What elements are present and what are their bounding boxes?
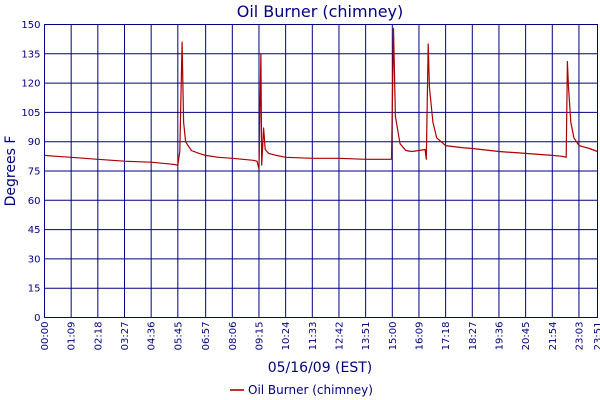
series-line-0 <box>44 27 598 170</box>
x-tick-label: 05:45 <box>173 322 184 351</box>
x-tick-label: 12:42 <box>334 322 345 351</box>
y-tick-label: 90 <box>28 137 41 148</box>
chart-title: Oil Burner (chimney) <box>237 2 404 21</box>
x-tick-label: 21:54 <box>548 322 559 351</box>
x-tick-label: 10:24 <box>281 322 292 351</box>
y-tick-label: 120 <box>21 79 40 90</box>
y-tick-label: 0 <box>34 313 40 324</box>
y-tick-label: 105 <box>21 108 40 119</box>
x-tick-label: 03:27 <box>120 322 131 351</box>
x-tick-label: 16:09 <box>414 322 425 351</box>
x-tick-label: 20:45 <box>521 322 532 351</box>
x-tick-label: 17:18 <box>441 322 452 351</box>
x-tick-label: 02:18 <box>93 322 104 351</box>
y-tick-label: 75 <box>28 167 41 178</box>
x-tick-label: 09:15 <box>254 322 265 351</box>
x-axis-ticks: 00:00 01:09 02:18 03:27 04:36 05:45 06:57 08:06… <box>40 322 600 351</box>
plot-border <box>44 24 598 318</box>
x-tick-label: 18:27 <box>468 322 479 351</box>
legend: Oil Burner (chimney) <box>230 383 373 397</box>
x-tick-label: 08:06 <box>228 322 239 351</box>
x-tick-label: 13:51 <box>361 322 372 351</box>
series-layer <box>44 27 598 170</box>
x-tick-label: 15:00 <box>388 322 399 351</box>
x-tick-label: 01:09 <box>67 322 78 351</box>
x-tick-label: 19:36 <box>494 322 505 351</box>
legend-label: Oil Burner (chimney) <box>248 383 373 397</box>
x-tick-label: 00:00 <box>40 322 51 351</box>
x-tick-label: 11:33 <box>308 322 319 351</box>
y-tick-label: 45 <box>28 225 41 236</box>
x-tick-label: 04:36 <box>147 322 158 351</box>
y-tick-label: 15 <box>28 284 41 295</box>
x-tick-label: 06:57 <box>201 322 212 351</box>
x-tick-label: 23:51 <box>593 322 600 351</box>
y-axis-title: Degrees F <box>3 136 19 207</box>
x-tick-label: 23:03 <box>574 322 585 351</box>
y-tick-label: 135 <box>21 49 40 60</box>
y-axis-ticks: 0 15 30 45 60 75 90 105 120 135 150 <box>21 20 40 324</box>
y-tick-label: 150 <box>21 20 40 31</box>
y-tick-label: 30 <box>28 254 41 265</box>
y-tick-label: 60 <box>28 196 41 207</box>
x-axis-title: 05/16/09 (EST) <box>268 360 373 376</box>
